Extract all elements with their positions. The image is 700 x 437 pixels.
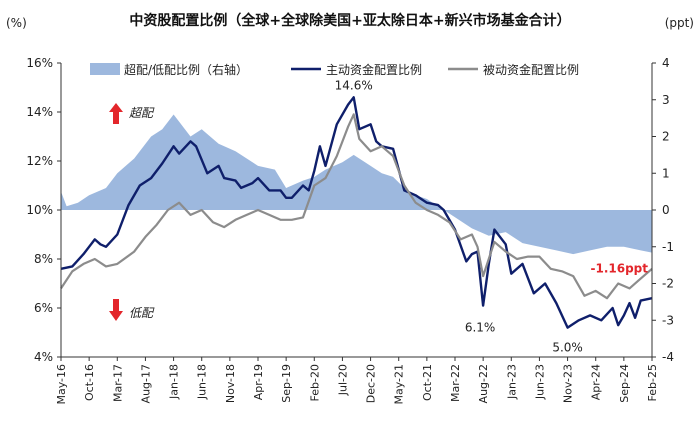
right-tick-label: 4 bbox=[662, 56, 670, 70]
x-tick-label: Oct-21 bbox=[421, 364, 434, 401]
left-tick-label: 12% bbox=[26, 154, 53, 168]
x-tick-label: Jun-18 bbox=[196, 364, 209, 400]
x-tick-label: Apr-19 bbox=[252, 364, 265, 400]
data-label: 5.0% bbox=[552, 341, 583, 355]
left-tick-label: 4% bbox=[34, 350, 53, 364]
right-tick-label: 2 bbox=[662, 130, 670, 144]
right-axis-unit: (ppt) bbox=[665, 16, 694, 30]
x-tick-label: Jan-23 bbox=[505, 364, 518, 400]
underweight-arrow-icon bbox=[109, 299, 123, 321]
left-tick-label: 8% bbox=[34, 252, 53, 266]
right-tick-label: 0 bbox=[662, 203, 670, 217]
x-tick-label: Jun-23 bbox=[533, 364, 546, 400]
x-tick-label: Sep-19 bbox=[280, 364, 293, 403]
series-line-passive bbox=[60, 113, 653, 300]
x-tick-label: Sep-24 bbox=[618, 364, 631, 403]
series-line-active bbox=[60, 96, 653, 329]
x-tick-label: Mar-22 bbox=[449, 364, 462, 402]
right-tick-label: -3 bbox=[662, 313, 674, 327]
line-layer bbox=[60, 96, 653, 329]
x-tick-label: Aug-22 bbox=[477, 364, 490, 403]
left-tick-label: 16% bbox=[26, 56, 53, 70]
annotation-layer: 14.6% 6.1% 5.0% -1.16ppt bbox=[335, 78, 649, 354]
x-tick-label: Jul-20 bbox=[336, 364, 349, 396]
right-tick-label: 3 bbox=[662, 93, 670, 107]
legend: 超配/低配比例（右轴） 主动资金配置比例 被动资金配置比例 bbox=[90, 62, 579, 77]
x-tick-label: Oct-16 bbox=[83, 364, 96, 401]
data-label: -1.16ppt bbox=[590, 262, 648, 276]
x-tick-label: Dec-20 bbox=[365, 364, 378, 403]
overweight-arrow-label: 超配 bbox=[129, 106, 155, 120]
legend-label-active: 主动资金配置比例 bbox=[326, 62, 422, 77]
legend-swatch-area bbox=[90, 63, 120, 75]
left-tick-label: 6% bbox=[34, 301, 53, 315]
series-area-overweight bbox=[61, 114, 652, 255]
x-tick-label: Feb-25 bbox=[646, 364, 659, 401]
right-tick-label: 1 bbox=[662, 166, 670, 180]
right-tick-label: -4 bbox=[662, 350, 674, 364]
left-axis-unit: (%) bbox=[6, 16, 27, 30]
x-tick-label: May-21 bbox=[393, 364, 406, 405]
left-tick-label: 14% bbox=[26, 105, 53, 119]
overweight-arrow-icon bbox=[109, 103, 123, 124]
x-tick-label: Jan-18 bbox=[168, 364, 181, 400]
legend-label-passive: 被动资金配置比例 bbox=[483, 62, 579, 77]
legend-label-area: 超配/低配比例（右轴） bbox=[124, 62, 248, 77]
x-tick-label: Feb-20 bbox=[308, 364, 321, 401]
x-tick-label: Nov-18 bbox=[224, 364, 237, 403]
x-tick-label: Aug-17 bbox=[139, 364, 152, 403]
right-tick-label: -1 bbox=[662, 240, 674, 254]
x-tick-label: May-16 bbox=[55, 364, 68, 405]
data-label: 14.6% bbox=[335, 78, 373, 92]
underweight-arrow-label: 低配 bbox=[129, 306, 155, 320]
data-label: 6.1% bbox=[465, 321, 496, 335]
right-tick-label: -2 bbox=[662, 277, 674, 291]
left-tick-label: 10% bbox=[26, 203, 53, 217]
area-layer bbox=[61, 114, 652, 255]
x-tick-label: Nov-23 bbox=[562, 364, 575, 403]
axis-layer: 4% 6% 8% 10% 12% 14% 16% -4 -3 -2 -1 0 1 2 3 4 May-16 Oct… bbox=[26, 56, 674, 405]
x-tick-label: Mar-17 bbox=[111, 364, 124, 402]
x-tick-label: Apr-24 bbox=[590, 364, 603, 400]
chart-title: 中资股配置比例（全球+全球除美国+亚太除日本+新兴市场基金合计） bbox=[129, 12, 570, 29]
